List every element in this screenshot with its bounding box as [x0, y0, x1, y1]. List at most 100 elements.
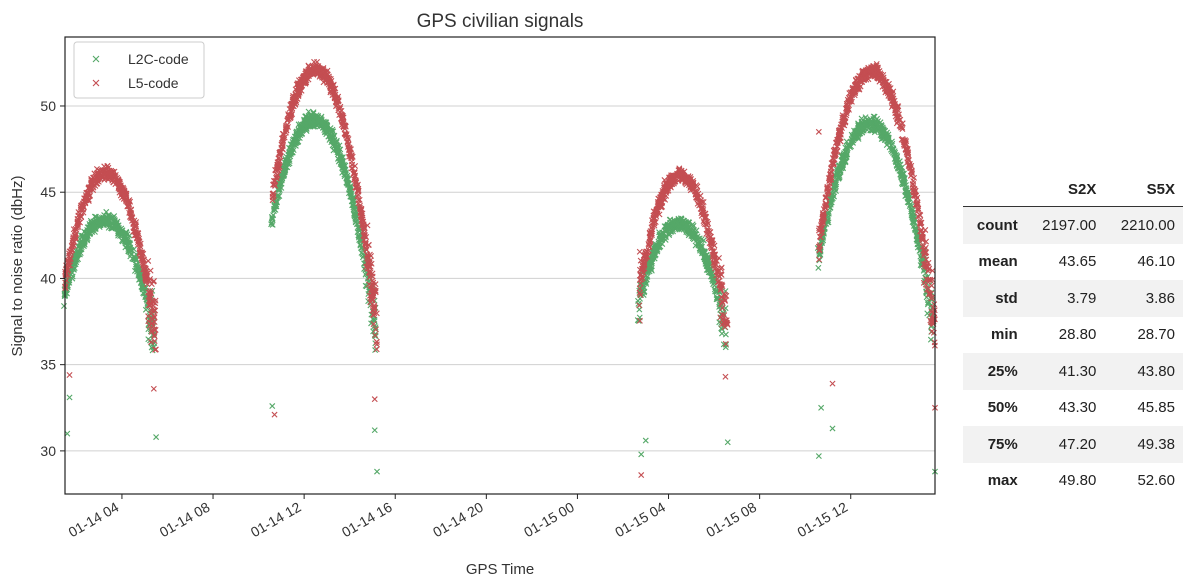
l5-point	[333, 96, 340, 103]
l2c-point	[666, 230, 673, 237]
l2c-point	[287, 141, 294, 148]
l2c-point	[899, 170, 906, 177]
row-label: std	[995, 289, 1018, 307]
l2c-point	[303, 128, 310, 134]
l2c-point	[318, 118, 325, 125]
l2c-point	[126, 244, 133, 251]
l5-point	[364, 251, 371, 258]
l2c-point	[141, 290, 148, 297]
l5-point	[152, 297, 159, 304]
l2c-point	[686, 228, 693, 235]
l2c-point	[357, 242, 364, 249]
l2c-point	[320, 124, 327, 131]
l2c-point	[85, 224, 92, 231]
l5-point	[370, 279, 377, 286]
l5-point	[717, 281, 724, 288]
l2c-point	[891, 151, 898, 158]
l5-point	[367, 269, 374, 276]
l5-point	[369, 273, 376, 280]
l2c-point	[908, 202, 915, 209]
l2c-point	[890, 146, 897, 153]
l2c-point	[722, 331, 729, 338]
l5-point	[362, 244, 369, 251]
l2c-point	[69, 273, 76, 280]
l2c-point	[343, 179, 350, 186]
l5-point	[346, 144, 353, 151]
l5-point	[351, 169, 358, 175]
l2c-point	[833, 179, 840, 186]
l5-point	[148, 327, 155, 334]
l2c-point	[117, 229, 124, 236]
l2c-point	[111, 217, 118, 224]
table-row: 75% 47.20 49.38	[963, 426, 1183, 463]
l2c-point	[842, 148, 849, 155]
l5-point	[340, 114, 347, 121]
x-tick-label: 01-14 08	[157, 499, 213, 541]
l5-point	[669, 172, 676, 179]
l2c-point	[635, 317, 642, 324]
row-label: max	[987, 472, 1018, 490]
l5-point	[357, 209, 364, 216]
l2c-outlier	[374, 468, 381, 475]
l5-point	[713, 272, 720, 279]
l5-point	[339, 118, 346, 125]
l5-point	[928, 309, 935, 316]
l5-point	[653, 208, 660, 215]
l2c-point	[661, 227, 668, 234]
l5-point	[646, 243, 653, 250]
l5-point	[719, 305, 726, 312]
l5-point	[152, 346, 159, 353]
y-tick-label: 50	[40, 98, 56, 114]
l5-point	[277, 149, 284, 156]
l2c-point	[902, 187, 909, 194]
l5-point	[151, 314, 158, 321]
cell-s5x: 45.85	[1137, 399, 1175, 417]
l5-point	[636, 285, 643, 292]
y-tick-label: 45	[40, 184, 56, 200]
l5-point	[144, 273, 151, 280]
cell-s5x: 43.80	[1137, 362, 1175, 380]
l2c-point	[880, 126, 887, 133]
l2c-point	[704, 263, 711, 270]
row-label: 50%	[987, 399, 1018, 417]
l2c-point	[76, 251, 83, 258]
l2c-point	[344, 172, 351, 179]
l2c-point	[906, 202, 913, 209]
cell-s5x: 49.38	[1137, 435, 1175, 453]
l2c-point	[712, 288, 719, 295]
l5-point	[147, 302, 154, 309]
l2c-point	[815, 264, 822, 271]
l2c-point	[684, 223, 691, 230]
l5-point	[62, 271, 69, 278]
l2c-point	[78, 232, 85, 239]
l2c-point	[678, 215, 685, 222]
l2c-point	[268, 221, 275, 228]
l5-point	[273, 173, 280, 180]
l5-outlier	[722, 373, 729, 380]
l5-point	[285, 111, 292, 118]
l2c-point	[311, 115, 318, 122]
l5-point	[289, 94, 296, 101]
l2c-point	[305, 119, 312, 126]
l2c-outlier	[371, 427, 378, 434]
l2c-point	[137, 275, 144, 282]
table-row: max 49.80 52.60	[963, 463, 1183, 500]
l2c-outlier	[153, 434, 160, 441]
l2c-point	[819, 238, 826, 245]
l5-point	[371, 304, 378, 311]
l5-point	[339, 112, 346, 119]
l2c-point	[646, 263, 653, 270]
l2c-point	[843, 138, 850, 145]
l2c-outlier	[638, 451, 645, 458]
cell-s5x: 28.70	[1137, 326, 1175, 344]
l5-point	[88, 182, 95, 189]
l2c-point	[307, 112, 314, 118]
l5-point	[690, 178, 697, 185]
l5-point	[272, 167, 279, 174]
l5-point	[348, 155, 355, 162]
l5-point	[132, 221, 139, 228]
l5-point	[676, 169, 683, 176]
l2c-point	[305, 108, 312, 115]
l2c-point	[816, 252, 823, 258]
l5-point	[317, 71, 324, 78]
